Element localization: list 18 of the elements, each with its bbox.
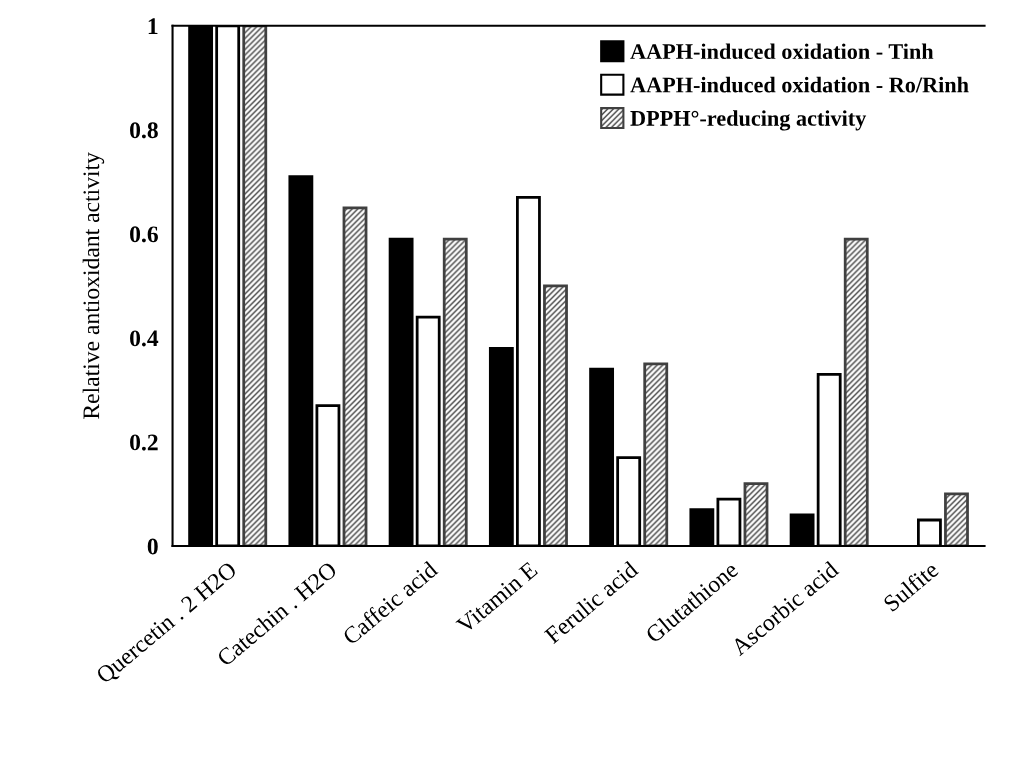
y-tick-label: 0.6 bbox=[130, 226, 158, 243]
y-tick-label: 1 bbox=[148, 18, 158, 34]
y-tick-label: 0.4 bbox=[130, 330, 159, 347]
y-tick-label: 0.2 bbox=[130, 434, 158, 451]
bar bbox=[543, 284, 568, 546]
legend-label: DPPH°-reducing activity bbox=[630, 110, 867, 131]
bar bbox=[843, 237, 869, 546]
bar bbox=[643, 362, 669, 546]
y-tick-label: 0 bbox=[147, 538, 158, 555]
bar bbox=[944, 492, 969, 546]
bar bbox=[242, 25, 268, 546]
bar bbox=[442, 237, 468, 546]
bar bbox=[743, 482, 769, 546]
legend-label: AAPH-induced oxidation - Ro/Rinh bbox=[630, 76, 969, 93]
y-tick-label: 0.8 bbox=[130, 122, 158, 139]
y-axis-title: Relative antioxidant activity bbox=[82, 152, 105, 419]
legend-label: AAPH-induced oxidation - Tinh bbox=[630, 43, 934, 60]
bar bbox=[342, 206, 368, 546]
